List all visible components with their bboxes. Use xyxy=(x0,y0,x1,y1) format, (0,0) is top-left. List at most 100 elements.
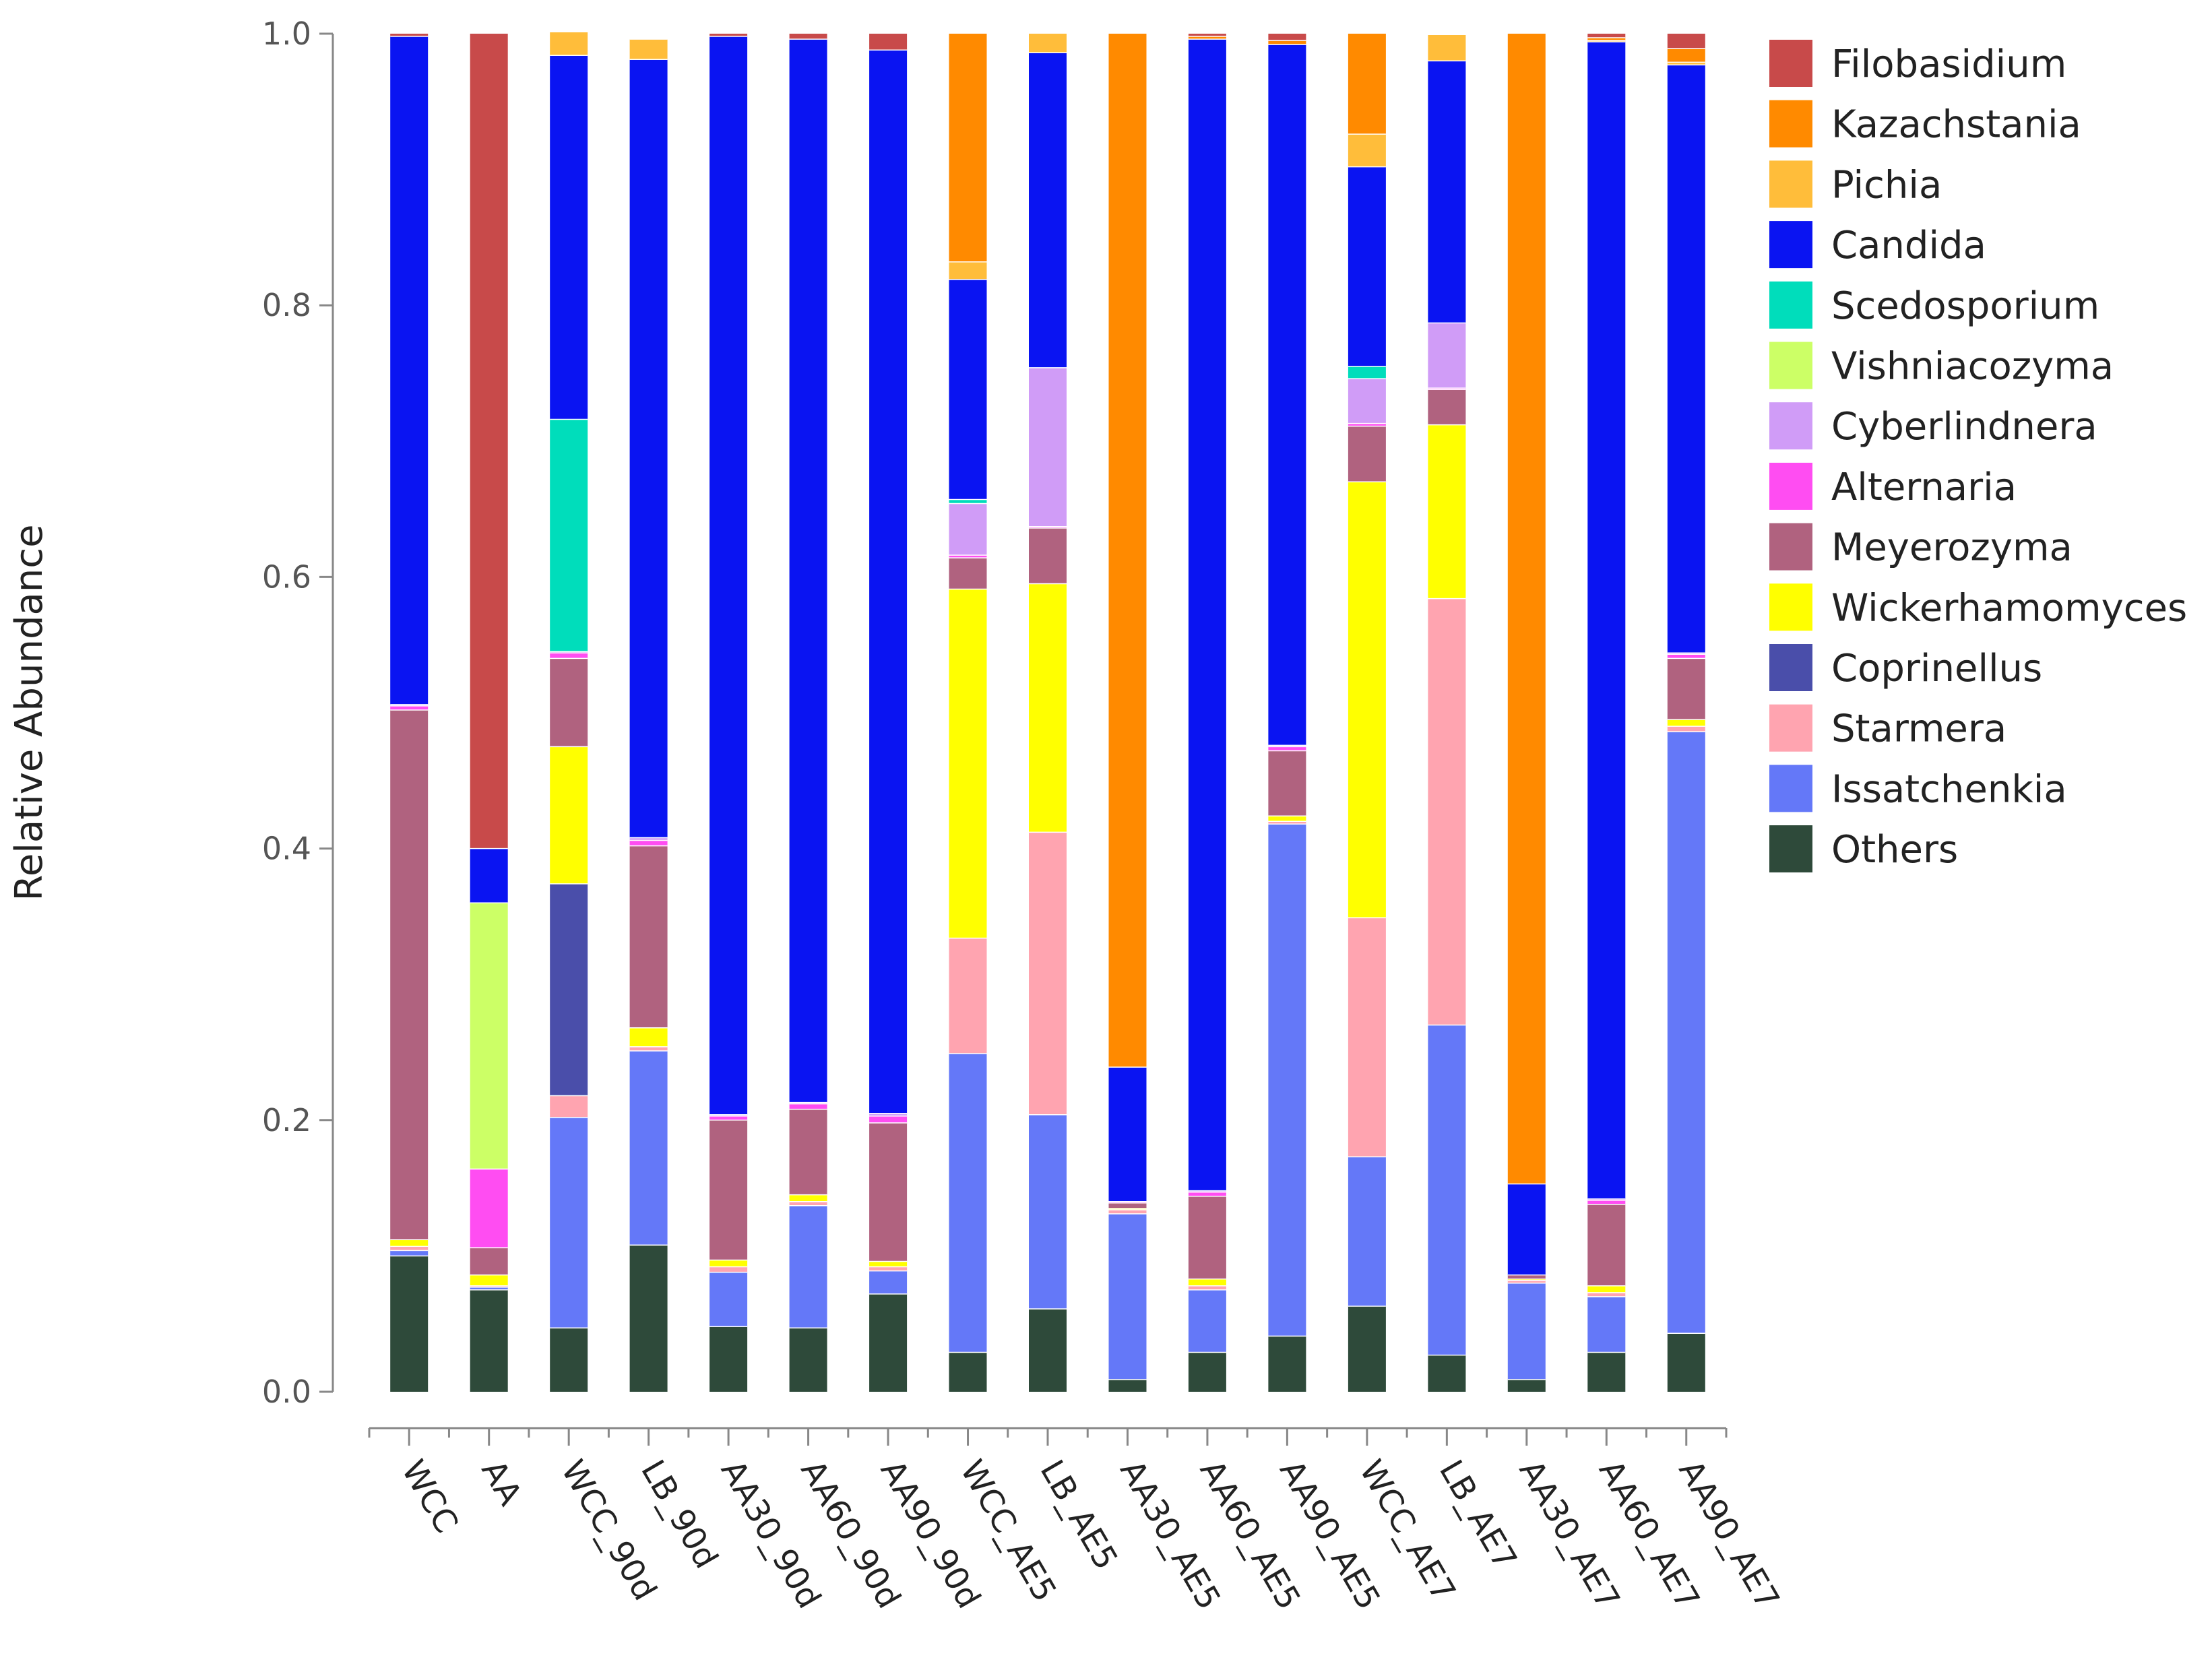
bar-segment-AA90_AE7-Starmera xyxy=(1667,726,1705,732)
bar-segment-LB_AE5-Issatchenkia xyxy=(1029,1114,1067,1309)
bar-segment-LB_90d-Wickerhamomyces xyxy=(629,1027,668,1047)
bar-segment-AA60_AE5-Kazachstania xyxy=(1188,36,1226,39)
bar-segment-WCC_90d-Candida xyxy=(550,55,588,420)
bar-segment-AA90_AE5-Starmera xyxy=(1268,821,1306,825)
bar-segment-WCC_AE7-Kazachstania xyxy=(1348,34,1386,135)
bar-segment-LB_AE5-Pichia xyxy=(1029,34,1067,53)
legend-label-Kazachstania: Kazachstania xyxy=(1831,103,2081,147)
bar-segment-LB_AE7-Others xyxy=(1428,1355,1466,1392)
bar-segment-AA60_AE7-Others xyxy=(1587,1352,1626,1392)
bar-segment-LB_AE5-Candida xyxy=(1029,53,1067,368)
bar-segment-AA30_AE7-Candida xyxy=(1507,1184,1546,1275)
bar-segment-AA-Candida xyxy=(470,848,508,903)
bar-segment-LB_AE5-Meyerozyma xyxy=(1029,527,1067,584)
bar-segment-AA30_AE7-Issatchenkia xyxy=(1507,1283,1546,1380)
bar-segment-LB_AE7-Starmera xyxy=(1428,598,1466,1025)
bar-segment-AA-Filobasidium xyxy=(470,34,508,849)
bar-segment-WCC_AE7-Scedosporium xyxy=(1348,366,1386,379)
legend-swatch-Others xyxy=(1769,825,1812,873)
bar-segment-LB_AE7-Cyberlindnera xyxy=(1428,323,1466,389)
bar-segment-AA90_90d-Meyerozyma xyxy=(869,1122,908,1262)
bar-segment-AA60_AE5-Candida xyxy=(1188,39,1226,1191)
legend-swatch-Scedosporium xyxy=(1769,281,1812,329)
bar-segment-LB_AE7-Candida xyxy=(1428,61,1466,323)
bar-segment-WCC_AE5-Starmera xyxy=(949,938,987,1054)
bar-segment-WCC-Issatchenkia xyxy=(390,1250,429,1256)
legend-swatch-Filobasidium xyxy=(1769,40,1812,87)
bar-segment-WCC_90d-Others xyxy=(550,1328,588,1392)
bar-segment-WCC_AE7-Others xyxy=(1348,1306,1386,1392)
bar-segment-WCC_AE5-Pichia xyxy=(949,261,987,280)
y-tick-label: 0.2 xyxy=(262,1102,311,1138)
legend-label-Scedosporium: Scedosporium xyxy=(1831,284,2099,328)
bar-segment-WCC_AE7-Wickerhamomyces xyxy=(1348,482,1386,918)
bar-segment-WCC_AE5-Wickerhamomyces xyxy=(949,589,987,938)
bar-segment-WCC_AE7-Starmera xyxy=(1348,918,1386,1157)
bar-segment-WCC_AE5-Cyberlindnera xyxy=(949,503,987,556)
bar-segment-LB_AE7-Pichia xyxy=(1428,35,1466,61)
bar-segment-LB_90d-Pichia xyxy=(629,39,668,60)
bar-segment-AA90_AE7-Meyerozyma xyxy=(1667,658,1705,720)
legend: Filobasidium Kazachstania Pichia Candida Sce… xyxy=(1769,40,2187,873)
legend-swatch-Kazachstania xyxy=(1769,100,1812,148)
bar-segment-WCC-Filobasidium xyxy=(390,34,429,36)
bar-segment-AA-Issatchenkia xyxy=(470,1287,508,1290)
bar-segment-WCC_AE5-Kazachstania xyxy=(949,34,987,262)
bar-segment-AA90_AE7-Candida xyxy=(1667,65,1705,653)
bar-segment-AA60_AE7-Kazachstania xyxy=(1587,38,1626,40)
legend-label-Alternaria: Alternaria xyxy=(1831,465,2017,509)
bar-segment-AA60_90d-Starmera xyxy=(789,1201,827,1206)
legend-swatch-Starmera xyxy=(1769,704,1812,752)
bar-segment-AA30_90d-Meyerozyma xyxy=(709,1120,748,1260)
legend-label-Meyerozyma: Meyerozyma xyxy=(1831,526,2073,570)
bar-segment-WCC_90d-Meyerozyma xyxy=(550,658,588,747)
bar-segment-WCC_90d-Cyberlindnera xyxy=(550,651,588,653)
bar-segment-WCC_AE5-Meyerozyma xyxy=(949,558,987,589)
bar-segment-AA60_AE5-Meyerozyma xyxy=(1188,1196,1226,1279)
bar-segment-WCC_AE7-Pichia xyxy=(1348,134,1386,167)
bar-segment-LB_AE5-Cyberlindnera xyxy=(1029,367,1067,527)
bar-segment-AA60_AE5-Wickerhamomyces xyxy=(1188,1279,1226,1286)
legend-label-Filobasidium: Filobasidium xyxy=(1831,42,2066,86)
bar-segment-AA-Meyerozyma xyxy=(470,1248,508,1275)
bar-segment-AA90_90d-Others xyxy=(869,1293,908,1392)
legend-swatch-Cyberlindnera xyxy=(1769,402,1812,450)
bar-segment-AA60_90d-Filobasidium xyxy=(789,34,827,40)
bar-segment-WCC_90d-Scedosporium xyxy=(550,419,588,652)
bar-segment-AA90_AE5-Others xyxy=(1268,1336,1306,1392)
legend-swatch-Candida xyxy=(1769,221,1812,269)
bar-segment-WCC_AE5-Others xyxy=(949,1352,987,1392)
bar-segment-AA60_AE7-Issatchenkia xyxy=(1587,1296,1626,1353)
bar-segment-AA90_90d-Cyberlindnera xyxy=(869,1113,908,1116)
legend-swatch-Issatchenkia xyxy=(1769,765,1812,812)
y-tick-label: 0.0 xyxy=(262,1374,311,1410)
bar-segment-AA90_90d-Candida xyxy=(869,50,908,1114)
bar-segment-AA60_AE5-Alternaria xyxy=(1188,1192,1226,1196)
bar-segment-AA90_90d-Alternaria xyxy=(869,1116,908,1123)
legend-label-Others: Others xyxy=(1831,828,1958,872)
bar-segment-AA60_90d-Wickerhamomyces xyxy=(789,1194,827,1202)
bar-segment-AA30_AE5-Issatchenkia xyxy=(1108,1213,1147,1380)
x-tick-label-LB_AE5: LB_AE5 xyxy=(1033,1454,1125,1576)
bar-segment-LB_AE5-Starmera xyxy=(1029,832,1067,1115)
bar-segment-AA60_AE7-Pichia xyxy=(1587,40,1626,42)
y-tick-label: 0.8 xyxy=(262,287,311,323)
legend-label-Wickerhamomyces: Wickerhamomyces xyxy=(1831,586,2187,630)
bar-segment-AA30_AE5-Alternaria xyxy=(1108,1201,1147,1203)
bar-segment-WCC-Meyerozyma xyxy=(390,710,429,1240)
bar-segment-WCC_90d-Starmera xyxy=(550,1095,588,1118)
bar-segment-AA90_AE7-Wickerhamomyces xyxy=(1667,719,1705,727)
bar-segment-WCC_90d-Alternaria xyxy=(550,653,588,659)
y-tick-label: 1.0 xyxy=(262,15,311,52)
bar-segment-AA60_90d-Candida xyxy=(789,39,827,1103)
legend-swatch-Vishniacozyma xyxy=(1769,342,1812,389)
bar-segment-LB_90d-Others xyxy=(629,1245,668,1392)
y-axis-label: Relative Abundance xyxy=(7,524,51,901)
bar-segment-AA60_AE7-Candida xyxy=(1587,42,1626,1199)
bar-segment-AA-Alternaria xyxy=(470,1169,508,1248)
bar-segment-LB_AE5-Alternaria xyxy=(1029,526,1067,528)
legend-label-Vishniacozyma: Vishniacozyma xyxy=(1831,345,2114,389)
bar-segment-AA60_90d-Cyberlindnera xyxy=(789,1102,827,1104)
bar-segment-AA30_AE7-Kazachstania xyxy=(1507,34,1546,1184)
